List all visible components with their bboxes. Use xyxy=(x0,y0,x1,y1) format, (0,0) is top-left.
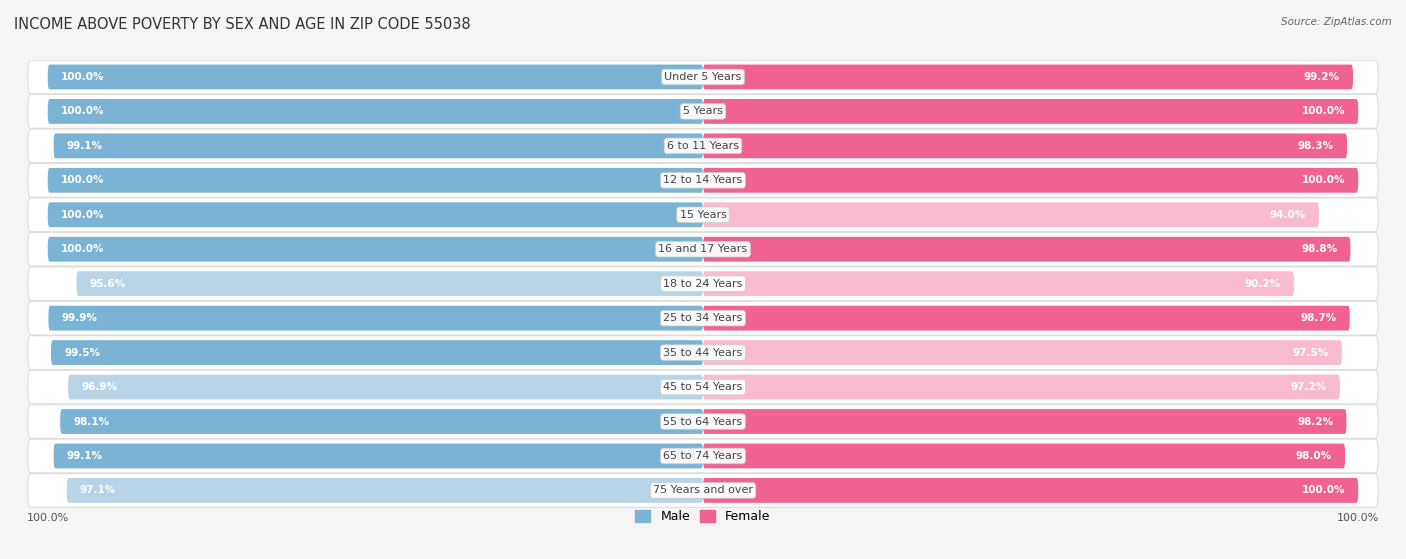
Text: Source: ZipAtlas.com: Source: ZipAtlas.com xyxy=(1281,17,1392,27)
FancyBboxPatch shape xyxy=(703,99,1358,124)
FancyBboxPatch shape xyxy=(53,443,703,468)
FancyBboxPatch shape xyxy=(53,134,703,158)
Text: 96.9%: 96.9% xyxy=(82,382,117,392)
Text: 94.0%: 94.0% xyxy=(1270,210,1306,220)
Text: 55 to 64 Years: 55 to 64 Years xyxy=(664,416,742,427)
FancyBboxPatch shape xyxy=(28,233,1378,266)
FancyBboxPatch shape xyxy=(28,301,1378,335)
Text: 5 Years: 5 Years xyxy=(683,106,723,116)
FancyBboxPatch shape xyxy=(703,409,1347,434)
Text: 99.1%: 99.1% xyxy=(66,451,103,461)
Legend: Male, Female: Male, Female xyxy=(630,505,776,528)
Text: 25 to 34 Years: 25 to 34 Years xyxy=(664,313,742,323)
FancyBboxPatch shape xyxy=(703,64,1353,89)
Text: 99.5%: 99.5% xyxy=(65,348,100,358)
Text: 97.5%: 97.5% xyxy=(1292,348,1329,358)
FancyBboxPatch shape xyxy=(76,271,703,296)
FancyBboxPatch shape xyxy=(703,134,1347,158)
Text: 95.6%: 95.6% xyxy=(90,279,125,288)
Text: 98.3%: 98.3% xyxy=(1298,141,1334,151)
FancyBboxPatch shape xyxy=(28,439,1378,473)
FancyBboxPatch shape xyxy=(60,409,703,434)
Text: 97.1%: 97.1% xyxy=(80,485,117,495)
FancyBboxPatch shape xyxy=(703,202,1319,227)
Text: INCOME ABOVE POVERTY BY SEX AND AGE IN ZIP CODE 55038: INCOME ABOVE POVERTY BY SEX AND AGE IN Z… xyxy=(14,17,471,32)
Text: 12 to 14 Years: 12 to 14 Years xyxy=(664,176,742,186)
FancyBboxPatch shape xyxy=(703,271,1294,296)
Text: Under 5 Years: Under 5 Years xyxy=(665,72,741,82)
FancyBboxPatch shape xyxy=(48,64,703,89)
Text: 99.1%: 99.1% xyxy=(66,141,103,151)
Text: 99.2%: 99.2% xyxy=(1303,72,1340,82)
FancyBboxPatch shape xyxy=(48,99,703,124)
Text: 75 Years and over: 75 Years and over xyxy=(652,485,754,495)
Text: 98.8%: 98.8% xyxy=(1301,244,1337,254)
FancyBboxPatch shape xyxy=(28,94,1378,128)
Text: 100.0%: 100.0% xyxy=(60,72,104,82)
Text: 100.0%: 100.0% xyxy=(60,176,104,186)
FancyBboxPatch shape xyxy=(48,306,703,330)
FancyBboxPatch shape xyxy=(48,237,703,262)
FancyBboxPatch shape xyxy=(28,60,1378,94)
FancyBboxPatch shape xyxy=(703,237,1350,262)
FancyBboxPatch shape xyxy=(28,336,1378,369)
FancyBboxPatch shape xyxy=(703,478,1358,503)
Text: 100.0%: 100.0% xyxy=(60,106,104,116)
Text: 99.9%: 99.9% xyxy=(62,313,97,323)
Text: 100.0%: 100.0% xyxy=(1302,176,1346,186)
Text: 100.0%: 100.0% xyxy=(1302,106,1346,116)
FancyBboxPatch shape xyxy=(703,168,1358,193)
FancyBboxPatch shape xyxy=(703,443,1346,468)
Text: 98.0%: 98.0% xyxy=(1296,451,1331,461)
FancyBboxPatch shape xyxy=(28,163,1378,197)
FancyBboxPatch shape xyxy=(48,168,703,193)
Text: 98.2%: 98.2% xyxy=(1298,416,1333,427)
Text: 16 and 17 Years: 16 and 17 Years xyxy=(658,244,748,254)
FancyBboxPatch shape xyxy=(28,370,1378,404)
Text: 90.2%: 90.2% xyxy=(1244,279,1281,288)
Text: 65 to 74 Years: 65 to 74 Years xyxy=(664,451,742,461)
FancyBboxPatch shape xyxy=(28,129,1378,163)
Text: 45 to 54 Years: 45 to 54 Years xyxy=(664,382,742,392)
Text: 100.0%: 100.0% xyxy=(60,244,104,254)
FancyBboxPatch shape xyxy=(703,306,1350,330)
FancyBboxPatch shape xyxy=(28,405,1378,438)
Text: 98.1%: 98.1% xyxy=(73,416,110,427)
Text: 97.2%: 97.2% xyxy=(1291,382,1327,392)
Text: 15 Years: 15 Years xyxy=(679,210,727,220)
FancyBboxPatch shape xyxy=(28,198,1378,231)
Text: 100.0%: 100.0% xyxy=(1302,485,1346,495)
FancyBboxPatch shape xyxy=(703,375,1340,400)
FancyBboxPatch shape xyxy=(28,473,1378,508)
Text: 35 to 44 Years: 35 to 44 Years xyxy=(664,348,742,358)
FancyBboxPatch shape xyxy=(51,340,703,365)
Text: 100.0%: 100.0% xyxy=(60,210,104,220)
FancyBboxPatch shape xyxy=(66,478,703,503)
FancyBboxPatch shape xyxy=(48,202,703,227)
Text: 98.7%: 98.7% xyxy=(1301,313,1337,323)
Text: 18 to 24 Years: 18 to 24 Years xyxy=(664,279,742,288)
FancyBboxPatch shape xyxy=(67,375,703,400)
Text: 6 to 11 Years: 6 to 11 Years xyxy=(666,141,740,151)
FancyBboxPatch shape xyxy=(703,340,1341,365)
FancyBboxPatch shape xyxy=(28,267,1378,301)
